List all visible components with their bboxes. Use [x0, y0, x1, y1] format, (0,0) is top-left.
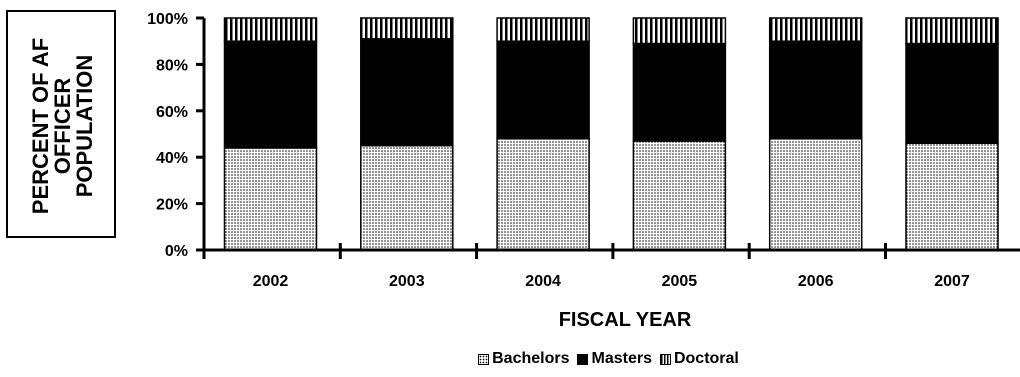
- x-tick-label-2002: 2002: [253, 273, 289, 290]
- x-tick-label-2005: 2005: [662, 273, 698, 290]
- bar-bachelors-2002: [223, 147, 318, 251]
- legend-label-doctoral: Doctoral: [673, 350, 739, 367]
- y-tick-label-60pct: 60%: [156, 104, 188, 121]
- bar-doctoral-2003: [360, 17, 454, 40]
- legend-item-masters: Masters: [577, 350, 652, 368]
- bar-masters-2004: [496, 40, 590, 140]
- y-tick-label-0pct: 0%: [165, 243, 188, 260]
- y-axis-title-box: PERCENT OF AF OFFICER POPULATION: [6, 10, 116, 238]
- bar-masters-2002: [223, 40, 318, 149]
- bar-doctoral-2002: [223, 17, 318, 42]
- y-tick-label-80pct: 80%: [156, 57, 188, 74]
- bachelors-swatch: [478, 353, 490, 365]
- bar-bachelors-2007: [905, 142, 999, 251]
- x-axis-title: FISCAL YEAR: [558, 309, 692, 331]
- y-tick-label-20pct: 20%: [156, 197, 188, 214]
- legend-item-doctoral: Doctoral: [659, 350, 739, 368]
- bar-bachelors-2006: [768, 137, 863, 251]
- x-tick-label-2006: 2006: [798, 273, 834, 290]
- legend-label-bachelors: Bachelors: [492, 350, 570, 367]
- y-tick-label-40pct: 40%: [156, 150, 188, 167]
- y-axis-title: PERCENT OF AF OFFICER POPULATION: [28, 37, 97, 215]
- bar-bachelors-2005: [632, 140, 727, 251]
- bar-doctoral-2004: [496, 17, 590, 42]
- x-tick-label-2003: 2003: [389, 273, 425, 290]
- y-tick-label-100pct: 100%: [147, 11, 188, 28]
- bar-bachelors-2004: [496, 137, 590, 251]
- x-tick-label-2004: 2004: [525, 273, 561, 290]
- bar-doctoral-2006: [768, 17, 863, 42]
- x-tick-label-2007: 2007: [934, 273, 970, 290]
- bar-masters-2005: [632, 42, 727, 142]
- doctoral-swatch: [659, 353, 671, 365]
- legend-item-bachelors: Bachelors: [478, 350, 569, 368]
- bar-masters-2007: [905, 42, 999, 145]
- legend: Bachelors Masters Doctoral: [0, 350, 1020, 368]
- plot-area: 2002 2003 2004 2005 2006 2007 0% 20% 40% 60% 80% 10…: [147, 11, 1020, 290]
- bar-masters-2003: [360, 38, 454, 147]
- bar-doctoral-2007: [905, 17, 999, 45]
- bar-doctoral-2005: [632, 17, 727, 45]
- bar-bachelors-2003: [360, 144, 454, 251]
- legend-label-masters: Masters: [591, 350, 652, 367]
- bar-masters-2006: [768, 40, 863, 140]
- masters-swatch: [577, 353, 589, 365]
